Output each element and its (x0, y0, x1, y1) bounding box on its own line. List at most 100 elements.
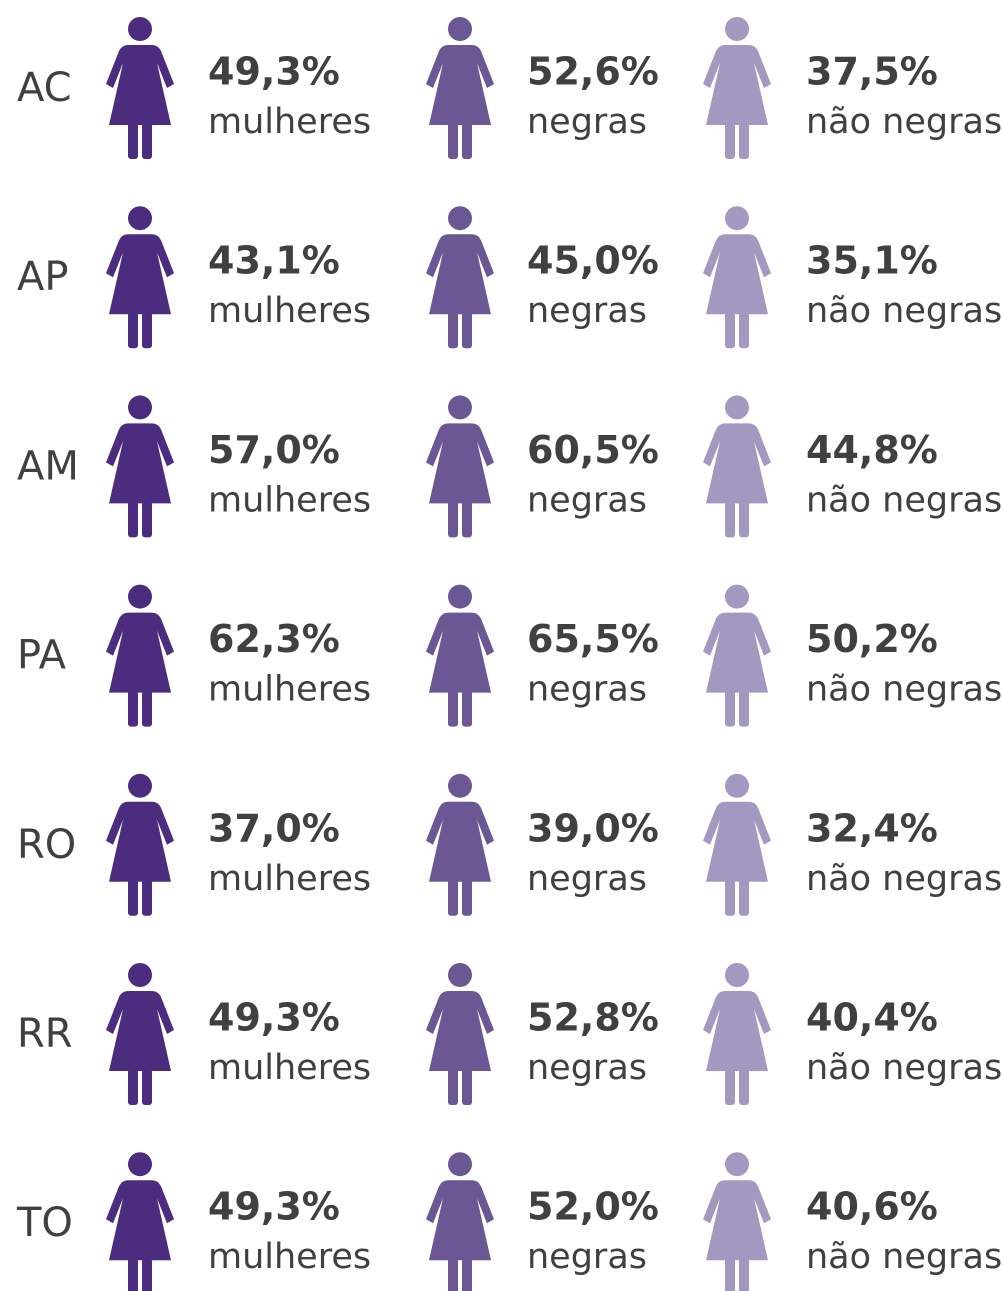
icon-head (725, 773, 749, 798)
icon-head (725, 963, 749, 987)
state-label: PA (17, 633, 67, 679)
icon-head (725, 1152, 749, 1177)
icon-leg (448, 1069, 458, 1105)
icon-leg (462, 501, 472, 538)
icon-leg (725, 879, 735, 916)
cell-value: 49,3% (208, 996, 340, 1040)
icon-leg (128, 1069, 138, 1105)
icon-body (703, 45, 771, 125)
icon-leg (462, 1069, 472, 1105)
icon-head (448, 17, 472, 41)
cell-value: 52,6% (527, 50, 659, 94)
icon-leg (725, 312, 735, 349)
icon-head (448, 1152, 472, 1177)
icon-body (426, 45, 494, 125)
icon-leg (725, 1258, 735, 1291)
icon-leg (725, 690, 735, 727)
woman-icon (703, 1152, 771, 1291)
cell-value: 39,0% (527, 806, 659, 850)
icon-body (703, 612, 771, 693)
cell-label: negras (527, 670, 647, 710)
woman-icon (426, 584, 494, 727)
cell-label: negras (527, 1237, 647, 1277)
cell-label: não negras (806, 102, 1002, 142)
cell-label: não negras (806, 1237, 1002, 1277)
cell-value: 35,1% (806, 239, 938, 283)
icon-leg (462, 312, 472, 349)
icon-body (426, 801, 494, 882)
icon-head (128, 206, 152, 231)
icon-body (106, 423, 174, 504)
cell-label: não negras (806, 1048, 1002, 1088)
cell-label: não negras (806, 670, 1002, 710)
cell-label: não negras (806, 291, 1002, 331)
icon-body (703, 1180, 771, 1261)
icon-head (448, 963, 472, 987)
icon-body (703, 991, 771, 1071)
icon-leg (462, 690, 472, 727)
cell-value: 45,0% (527, 239, 659, 283)
icon-body (106, 991, 174, 1071)
cell-label: não negras (806, 859, 1002, 899)
icon-leg (128, 123, 138, 159)
icon-body (106, 801, 174, 882)
cell-label: mulheres (208, 859, 371, 899)
icon-leg (142, 501, 152, 538)
woman-icon (703, 395, 771, 538)
icon-leg (725, 123, 735, 159)
cell-label: não negras (806, 480, 1002, 520)
woman-icon (106, 963, 174, 1105)
icon-leg (448, 1258, 458, 1291)
icon-head (128, 17, 152, 41)
icon-leg (462, 123, 472, 159)
cell-value: 60,5% (527, 428, 659, 472)
cell-label: mulheres (208, 670, 371, 710)
icon-leg (448, 879, 458, 916)
cell-value: 65,5% (527, 617, 659, 661)
icon-leg (142, 1258, 152, 1291)
cell-value: 62,3% (208, 617, 340, 661)
woman-icon (703, 584, 771, 727)
state-label: AP (17, 254, 68, 300)
cell-value: 52,0% (527, 1185, 659, 1229)
icon-leg (739, 1258, 749, 1291)
icon-leg (128, 690, 138, 727)
icon-leg (739, 879, 749, 916)
icon-body (426, 234, 494, 315)
cell-value: 40,6% (806, 1185, 938, 1229)
cell-label: negras (527, 859, 647, 899)
icon-body (106, 1180, 174, 1261)
cell-value: 37,0% (208, 806, 340, 850)
woman-icon (426, 17, 494, 159)
icon-body (703, 234, 771, 315)
cell-value: 40,4% (806, 996, 938, 1040)
icon-leg (128, 501, 138, 538)
woman-icon (106, 1152, 174, 1291)
icon-body (106, 612, 174, 693)
woman-icon (106, 17, 174, 159)
cell-label: mulheres (208, 291, 371, 331)
woman-icon (426, 1152, 494, 1291)
icon-leg (462, 1258, 472, 1291)
state-label: RO (17, 822, 76, 868)
icon-leg (725, 501, 735, 538)
icon-leg (739, 312, 749, 349)
icon-body (106, 234, 174, 315)
woman-icon (426, 395, 494, 538)
woman-icon (426, 963, 494, 1105)
woman-icon (703, 963, 771, 1105)
icon-leg (142, 312, 152, 349)
icon-leg (142, 879, 152, 916)
icon-head (448, 584, 472, 609)
icon-leg (128, 1258, 138, 1291)
icon-leg (739, 123, 749, 159)
icon-leg (739, 690, 749, 727)
woman-icon (106, 773, 174, 916)
icon-head (128, 963, 152, 987)
woman-icon (703, 206, 771, 349)
icon-head (725, 206, 749, 231)
icon-leg (128, 312, 138, 349)
icon-leg (128, 879, 138, 916)
icon-head (725, 584, 749, 609)
icon-body (703, 423, 771, 504)
